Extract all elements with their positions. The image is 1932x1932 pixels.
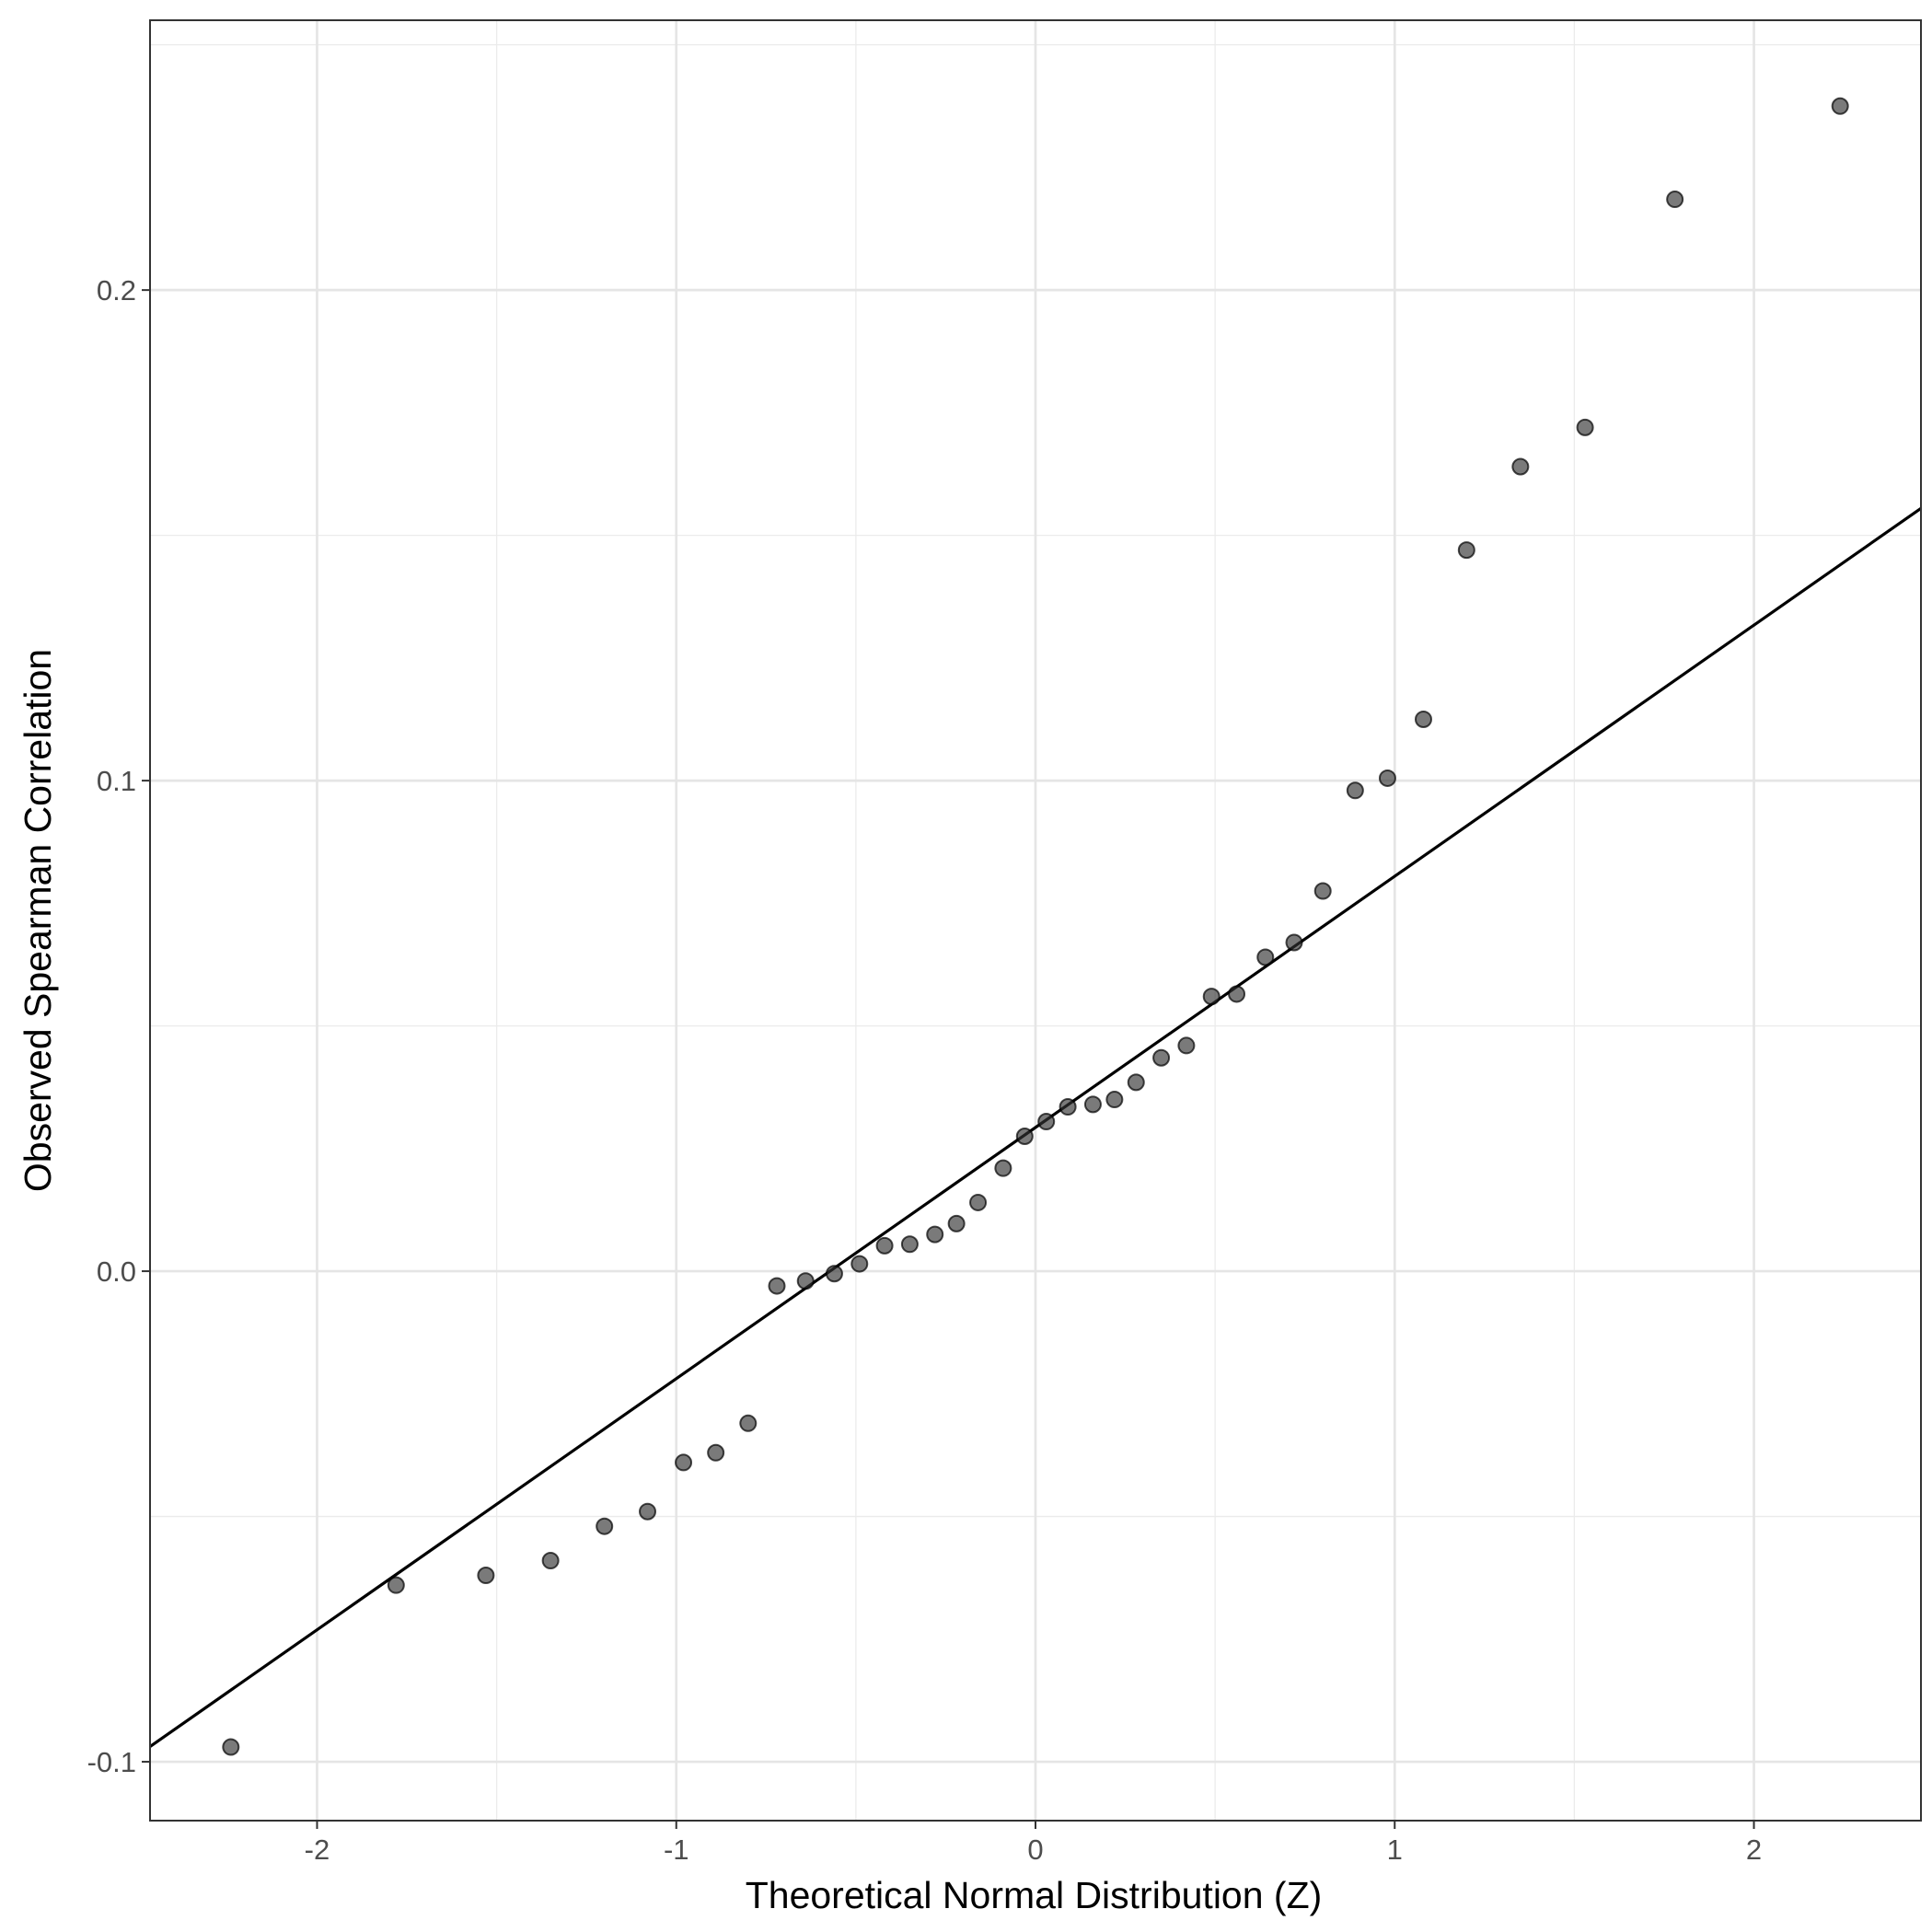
reference-line: [149, 506, 1922, 1748]
data-point: [947, 1214, 966, 1232]
reference-line-layer: [149, 506, 1922, 1748]
data-point: [1083, 1095, 1102, 1114]
data-point: [707, 1443, 725, 1462]
x-tick-label: -1: [664, 1834, 689, 1866]
data-point: [639, 1502, 657, 1521]
data-point: [1015, 1128, 1034, 1146]
data-point: [1037, 1113, 1056, 1131]
data-point: [875, 1236, 894, 1255]
data-point: [1666, 191, 1684, 209]
y-tick-label: 0.1: [97, 765, 136, 797]
data-point: [1457, 541, 1475, 560]
data-point: [1831, 97, 1849, 115]
x-tick-label: 1: [1387, 1834, 1403, 1866]
x-axis-title: Theoretical Normal Distribution (Z): [746, 1874, 1323, 1916]
data-point: [1346, 781, 1364, 800]
data-point: [994, 1159, 1012, 1177]
data-point: [1511, 457, 1530, 476]
data-point: [675, 1453, 693, 1472]
data-point: [1202, 988, 1221, 1006]
data-point: [1378, 769, 1396, 787]
data-point: [1152, 1048, 1171, 1067]
data-point: [926, 1225, 944, 1244]
data-point: [387, 1576, 405, 1594]
data-point: [1177, 1036, 1196, 1055]
data-point: [1059, 1098, 1077, 1116]
grid-lines: [150, 20, 1921, 1821]
axes: -2 -1 0 1 2 -0.1 0.0 0.1 0.2: [87, 274, 1763, 1866]
data-point: [1576, 418, 1594, 436]
x-tick-label: 2: [1746, 1834, 1762, 1866]
y-tick-label: 0.0: [97, 1255, 136, 1288]
data-point: [1285, 933, 1303, 952]
data-point: [222, 1738, 240, 1756]
x-tick-label: 0: [1027, 1834, 1043, 1866]
data-point: [768, 1277, 786, 1295]
data-point: [739, 1414, 758, 1432]
data-point: [900, 1235, 919, 1254]
data-point: [541, 1552, 560, 1570]
y-axis-title: Observed Spearman Correlation: [17, 649, 59, 1192]
data-point: [1228, 985, 1246, 1003]
data-point: [596, 1517, 614, 1535]
y-tick-label: -0.1: [87, 1746, 136, 1778]
data-point: [477, 1567, 495, 1585]
data-point: [796, 1272, 815, 1290]
x-tick-label: -2: [305, 1834, 330, 1866]
data-point: [825, 1265, 843, 1283]
data-point: [1105, 1091, 1124, 1109]
data-point: [1127, 1073, 1145, 1092]
data-point: [969, 1193, 988, 1211]
data-point: [1414, 710, 1432, 728]
y-tick-label: 0.2: [97, 274, 136, 307]
data-point: [1313, 882, 1332, 900]
data-points: [222, 97, 1849, 1756]
data-point: [1256, 948, 1275, 966]
data-point: [850, 1255, 869, 1273]
